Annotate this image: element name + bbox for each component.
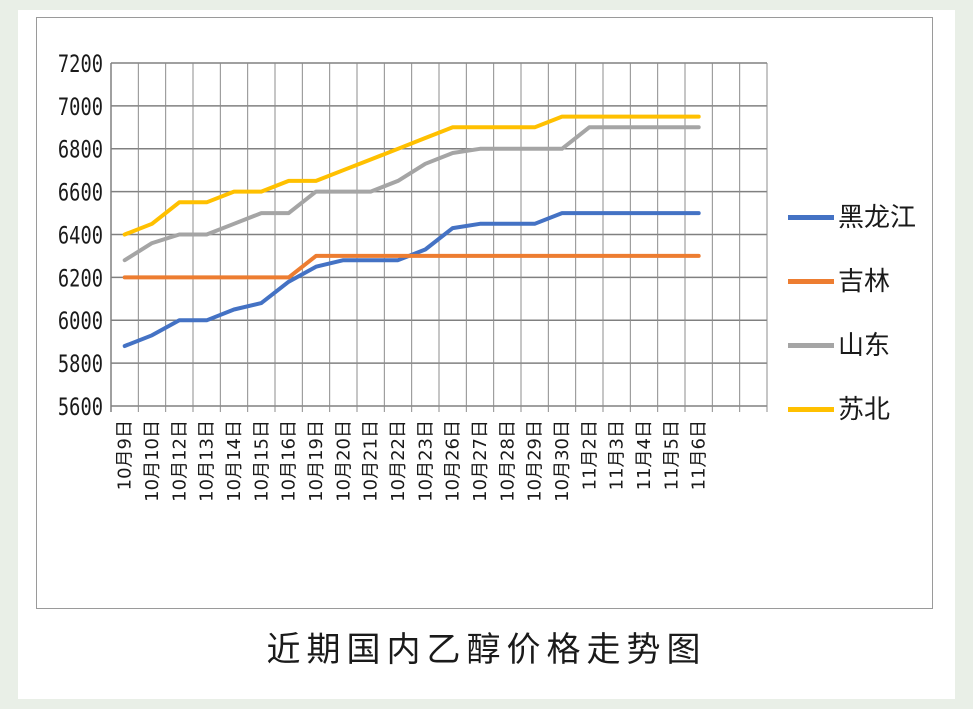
legend-item-jilin: 吉林	[788, 262, 938, 302]
x-tick-label: 11月3日	[607, 420, 628, 490]
series-line-2	[122, 125, 701, 263]
x-tick-label: 10月20日	[333, 420, 354, 502]
y-tick-label: 5800	[58, 351, 103, 379]
series-line-1	[122, 253, 701, 280]
x-tick-label: 10月14日	[224, 420, 245, 502]
x-tick-label: 11月4日	[634, 420, 655, 490]
x-tick-label: 11月2日	[579, 420, 600, 490]
legend-swatch	[788, 215, 834, 220]
legend-item-subei: 苏北	[788, 390, 938, 430]
x-tick-label: 10月23日	[415, 420, 436, 502]
legend-label: 山东	[838, 331, 891, 361]
legend-label: 黑龙江	[838, 203, 917, 233]
x-tick-label: 11月5日	[661, 420, 682, 490]
x-tick-label: 10月21日	[361, 420, 382, 502]
x-tick-label: 10月27日	[470, 420, 491, 502]
y-tick-label: 7000	[58, 94, 103, 122]
x-tick-label: 10月15日	[251, 420, 272, 502]
legend-swatch	[788, 279, 834, 284]
y-tick-label: 6800	[58, 137, 103, 165]
y-tick-label: 6400	[58, 222, 103, 250]
x-tick-label: 10月13日	[197, 420, 218, 502]
y-tick-label: 7200	[58, 51, 103, 79]
y-tick-label: 5600	[58, 394, 103, 422]
y-tick-label: 6200	[58, 265, 103, 293]
x-tick-label: 10月10日	[142, 420, 163, 502]
x-tick-label: 10月28日	[497, 420, 518, 502]
x-tick-label: 10月9日	[115, 420, 136, 490]
x-tick-label: 10月22日	[388, 420, 409, 502]
x-tick-label: 10月19日	[306, 420, 327, 502]
series-lines	[122, 114, 701, 348]
x-tick-label: 10月30日	[552, 420, 573, 502]
legend-item-heilongjiang: 黑龙江	[788, 198, 938, 238]
line-chart: 5600 5800 6000 6200 6400 6600 6800 7000 7200 10月…	[58, 51, 768, 502]
x-tick-label: 10月12日	[169, 420, 190, 502]
y-tick-label: 6600	[58, 179, 103, 207]
chart-area: 5600 5800 6000 6200 6400 6600 6800 7000 7200 10月…	[36, 17, 933, 609]
series-line-3	[122, 114, 701, 237]
legend-swatch	[788, 407, 834, 412]
y-axis-ticks: 5600 5800 6000 6200 6400 6600 6800 7000 7200	[58, 51, 103, 422]
legend-swatch	[788, 343, 834, 348]
x-tick-label: 10月16日	[279, 420, 300, 502]
y-tick-label: 6000	[58, 308, 103, 336]
x-tick-label: 11月6日	[689, 420, 710, 490]
legend-item-shandong: 山东	[788, 326, 938, 366]
x-tick-label: 10月26日	[443, 420, 464, 502]
chart-caption: 近期国内乙醇价格走势图	[266, 630, 707, 670]
legend-label: 吉林	[838, 267, 891, 297]
x-tick-label: 10月29日	[525, 420, 546, 502]
x-axis-ticks: 10月9日 10月10日 10月12日 10月13日 10月14日 10月15日 10月16…	[115, 420, 710, 502]
legend-label: 苏北	[838, 395, 891, 425]
